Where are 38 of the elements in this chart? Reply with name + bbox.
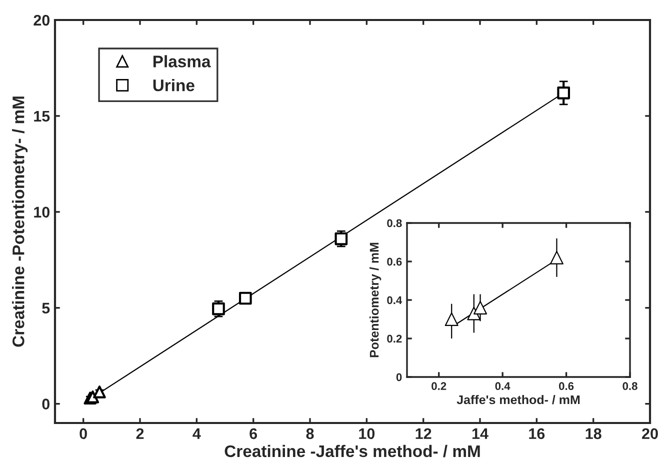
- x-tick-label: 12: [416, 428, 432, 439]
- x-tick-label: 2: [136, 428, 144, 439]
- y-axis-title: Creatinine -Potentiometry- / mM: [12, 96, 28, 347]
- y-tick-label: 10: [34, 206, 50, 218]
- y-axis-title: Potentiometry / mM: [369, 242, 382, 358]
- x-tick-label: 0: [80, 428, 87, 440]
- legend-label: Urine: [153, 79, 194, 92]
- point: [474, 300, 488, 314]
- y-tick-label: 0: [396, 373, 402, 382]
- y-tick-label: 5: [42, 302, 50, 314]
- y-tick-label: 0.2: [387, 334, 402, 343]
- y-tick-label: 0: [42, 398, 50, 410]
- y-tick-label: 0.6: [387, 258, 402, 266]
- point: [444, 312, 458, 326]
- point: [238, 292, 252, 305]
- y-tick-label: 0.8: [387, 219, 402, 228]
- x-tick-label: 10: [359, 428, 375, 440]
- x-tick-label: 16: [529, 428, 545, 440]
- y-tick-label: 15: [34, 110, 50, 122]
- x-tick-label: 20: [642, 428, 658, 440]
- y-tick-label: 20: [34, 14, 50, 26]
- x-tick-label: 18: [586, 428, 602, 440]
- legend-label: Plasma: [153, 55, 211, 68]
- x-tick-label: 0.8: [622, 382, 638, 390]
- x-axis-title: Jaffe's method- / mM: [456, 394, 580, 404]
- y-tick-label: 0.4: [387, 296, 402, 304]
- x-tick-label: 0.6: [559, 382, 574, 390]
- x-tick-label: 0.2: [432, 382, 446, 390]
- x-tick-label: 14: [472, 428, 488, 439]
- x-tick-label: 6: [250, 428, 258, 440]
- x-axis-title: Creatinine -Jaffe's method- / mM: [224, 444, 480, 458]
- x-tick-label: 4: [192, 428, 201, 439]
- point: [557, 86, 570, 100]
- x-tick-label: 0.4: [495, 382, 510, 390]
- point: [93, 385, 106, 398]
- x-tick-label: 8: [306, 428, 314, 440]
- point: [550, 250, 564, 264]
- point: [212, 302, 225, 316]
